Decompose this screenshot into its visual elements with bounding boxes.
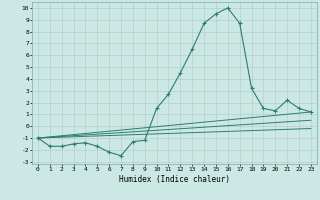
X-axis label: Humidex (Indice chaleur): Humidex (Indice chaleur) <box>119 175 230 184</box>
